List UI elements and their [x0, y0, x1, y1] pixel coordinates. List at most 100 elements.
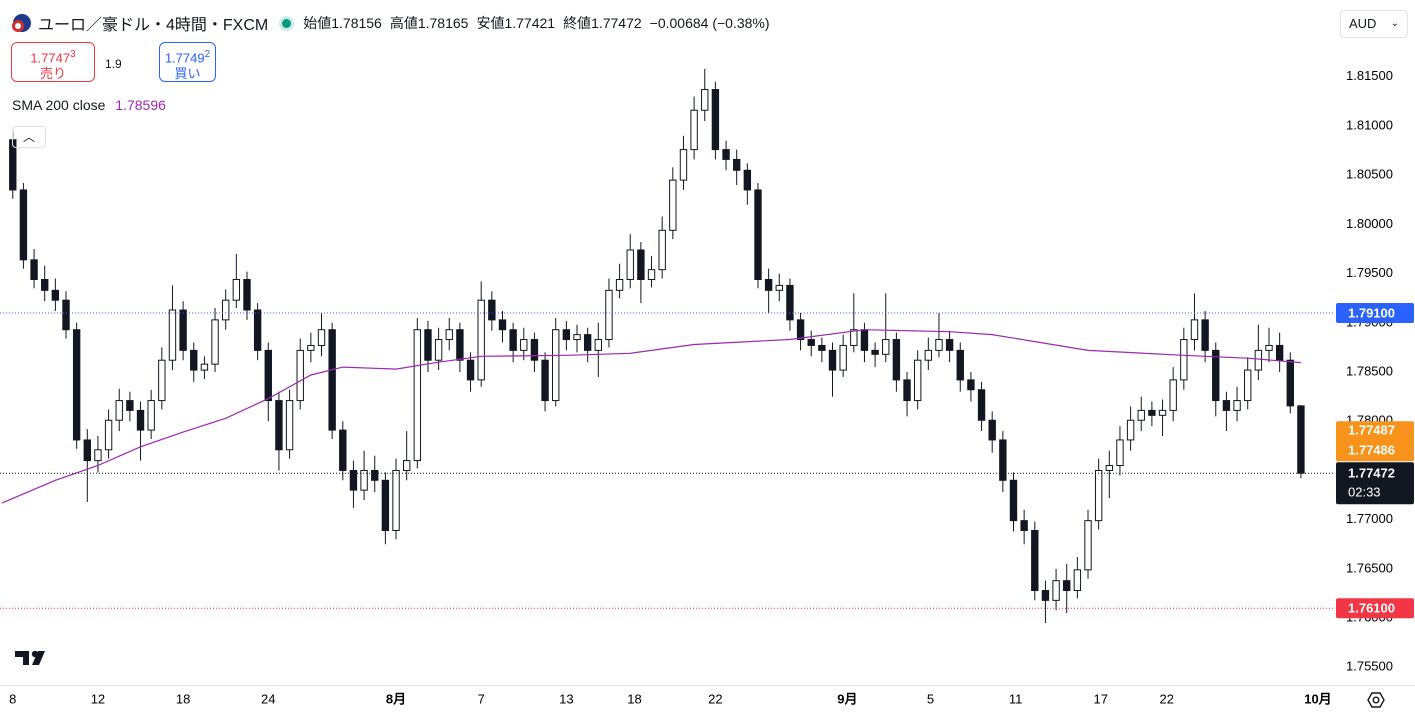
candle-body [222, 299, 230, 321]
y-tick-label: 1.80500 [1346, 167, 1393, 182]
candle [967, 372, 975, 402]
candle-body [360, 469, 368, 491]
candle [253, 303, 262, 361]
candle-body [51, 289, 60, 301]
x-tick-label: 13 [559, 691, 573, 706]
x-tick-label: 18 [176, 691, 190, 706]
candle [807, 330, 815, 357]
candle-body [498, 319, 507, 331]
candle-body [1201, 319, 1209, 351]
candle-body [211, 319, 219, 365]
x-tick-label: 8月 [386, 691, 406, 706]
candle [275, 391, 283, 471]
candle [115, 388, 123, 432]
candle-body [94, 449, 102, 462]
candle [1094, 458, 1103, 530]
candle [498, 311, 507, 343]
settings-button[interactable] [1367, 692, 1385, 708]
candle [413, 317, 422, 469]
candle [456, 322, 464, 373]
candle-body [647, 269, 656, 281]
candle-body [733, 158, 741, 171]
sell-price-pip: 3 [70, 49, 76, 60]
price-label: 1.79100 [1348, 305, 1395, 320]
symbol-icon [12, 14, 31, 32]
candle [381, 472, 390, 545]
x-tick-label: 12 [91, 691, 105, 706]
candle [903, 372, 911, 417]
candle [605, 278, 613, 348]
candle [935, 312, 943, 358]
candle-body [562, 329, 571, 341]
candle-body [381, 479, 390, 531]
y-tick-label: 1.81500 [1346, 68, 1393, 83]
candle [520, 327, 528, 361]
candle [637, 242, 645, 304]
candle [615, 263, 624, 299]
symbol-title[interactable]: ユーロ／豪ドル・4時間・FXCM [38, 17, 269, 34]
candle [530, 332, 539, 373]
candle-body [1244, 369, 1252, 402]
candle-body [349, 469, 358, 491]
candle [956, 342, 964, 392]
candle-body [658, 229, 666, 271]
candle-body [828, 349, 837, 371]
candle-body [200, 363, 209, 371]
candle [1201, 311, 1209, 363]
candle-body [573, 334, 581, 341]
candle [701, 68, 709, 122]
candle [786, 278, 794, 331]
candle [317, 312, 326, 357]
candle [1009, 472, 1018, 532]
candle [51, 278, 60, 312]
y-tick-label: 1.78500 [1346, 363, 1393, 378]
sell-button[interactable]: 1.77473 売り [11, 42, 95, 82]
buy-button[interactable]: 1.77492 買い [159, 42, 216, 82]
candle-body [903, 379, 911, 402]
candle-body [275, 400, 283, 451]
candle-body [977, 389, 986, 421]
candle-body [1180, 339, 1188, 381]
candle [733, 149, 741, 186]
candle [477, 281, 485, 387]
candle-body [594, 339, 602, 351]
candle-body [935, 339, 943, 351]
candle-body [402, 460, 411, 471]
label: 高値 [389, 15, 418, 31]
currency-select[interactable]: AUD ⌄ [1340, 10, 1408, 38]
candle [392, 458, 400, 540]
candle [232, 253, 241, 309]
candle [1190, 293, 1199, 351]
candle [19, 183, 28, 269]
candle-body [967, 379, 975, 391]
candle [1137, 396, 1145, 432]
x-tick-label: 11 [1009, 691, 1023, 706]
candle-body [626, 249, 634, 281]
candle-body [168, 309, 177, 361]
candle [743, 163, 752, 205]
candle-body [701, 89, 709, 111]
candle [1169, 367, 1177, 422]
candle [1158, 399, 1167, 436]
candle-body [179, 309, 187, 351]
candle-body [1254, 349, 1263, 371]
x-tick-label: 9月 [837, 691, 857, 706]
candle-body [786, 284, 794, 321]
candle-body [253, 309, 262, 351]
indicator-value: 1.78596 [115, 97, 166, 113]
candle [764, 268, 773, 313]
candle-body [136, 409, 145, 431]
y-tick-label: 1.77000 [1346, 511, 1393, 526]
collapse-button[interactable]: ︿ [12, 126, 46, 148]
candle [679, 135, 688, 190]
candle [339, 421, 347, 481]
ohlc-high: 高値1.78165 [390, 13, 469, 33]
candle-body [317, 329, 326, 346]
candle-body [413, 329, 422, 462]
indicator-name[interactable]: SMA 200 close [12, 97, 106, 113]
candle [1254, 324, 1263, 380]
candle [285, 389, 294, 459]
candle [104, 409, 113, 459]
candle [349, 460, 358, 508]
